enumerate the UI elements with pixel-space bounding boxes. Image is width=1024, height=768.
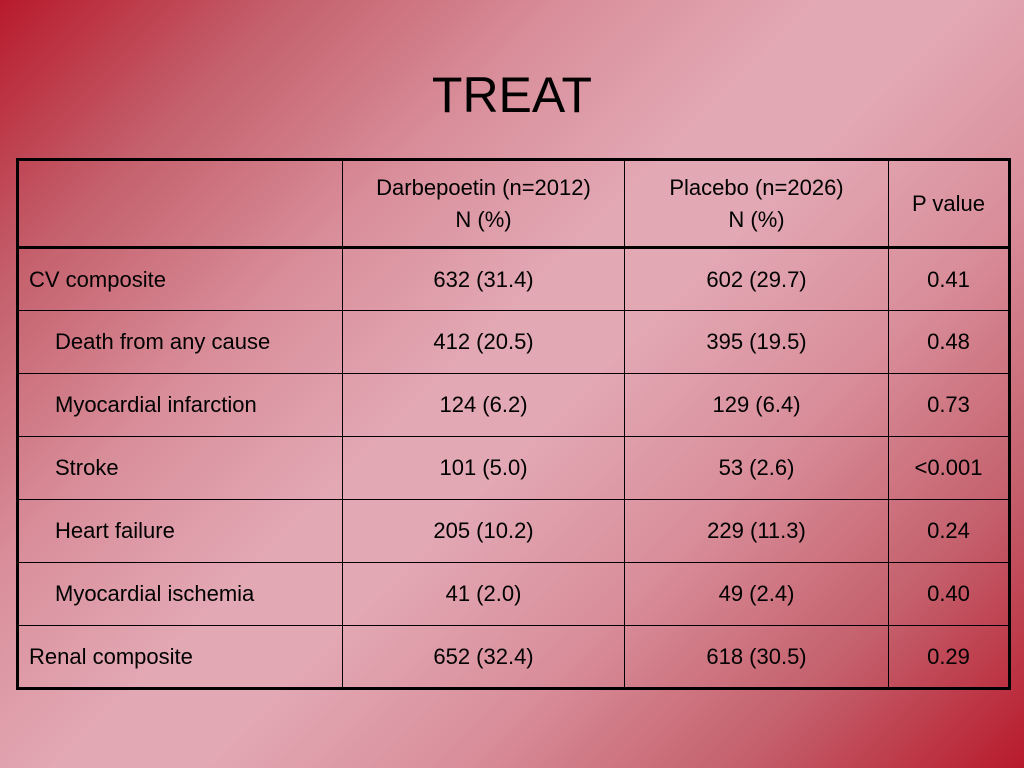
table-row: Heart failure 205 (10.2) 229 (11.3) 0.24 [17, 499, 1010, 563]
p-value-cell: 0.29 [888, 625, 1010, 689]
table-row: Myocardial ischemia 41 (2.0) 49 (2.4) 0.… [17, 562, 1010, 626]
row-label: Stroke [17, 436, 343, 500]
p-value-cell: <0.001 [888, 436, 1010, 500]
p-value-cell: 0.41 [888, 247, 1010, 311]
header-placebo-title: Placebo (n=2026) [669, 174, 844, 200]
p-value-cell: 0.24 [888, 499, 1010, 563]
header-darbepoetin-title: Darbepoetin (n=2012) [376, 174, 591, 200]
darbepoetin-cell: 652 (32.4) [342, 625, 625, 689]
row-label: Renal composite [17, 625, 343, 689]
placebo-cell: 602 (29.7) [624, 247, 889, 311]
p-value-cell: 0.73 [888, 373, 1010, 437]
placebo-cell: 229 (11.3) [624, 499, 889, 563]
row-label: Death from any cause [17, 310, 343, 374]
slide-title: TREAT [431, 67, 593, 123]
header-p-value: P value [888, 159, 1010, 249]
darbepoetin-cell: 124 (6.2) [342, 373, 625, 437]
row-label: Heart failure [17, 499, 343, 563]
table-row: Myocardial infarction 124 (6.2) 129 (6.4… [17, 373, 1010, 437]
darbepoetin-cell: 41 (2.0) [342, 562, 625, 626]
row-label: CV composite [17, 247, 343, 311]
header-darbepoetin: Darbepoetin (n=2012) N (%) [342, 159, 625, 249]
placebo-cell: 129 (6.4) [624, 373, 889, 437]
darbepoetin-cell: 632 (31.4) [342, 247, 625, 311]
darbepoetin-cell: 101 (5.0) [342, 436, 625, 500]
table-row: CV composite 632 (31.4) 602 (29.7) 0.41 [17, 247, 1010, 311]
placebo-cell: 618 (30.5) [624, 625, 889, 689]
header-empty-cell [17, 159, 343, 249]
placebo-cell: 53 (2.6) [624, 436, 889, 500]
row-label: Myocardial ischemia [17, 562, 343, 626]
darbepoetin-cell: 205 (10.2) [342, 499, 625, 563]
results-table-container: Darbepoetin (n=2012) N (%) Placebo (n=20… [16, 158, 1011, 690]
table-row: Renal composite 652 (32.4) 618 (30.5) 0.… [17, 625, 1010, 689]
header-row: Darbepoetin (n=2012) N (%) Placebo (n=20… [17, 159, 1010, 249]
table-row: Stroke 101 (5.0) 53 (2.6) <0.001 [17, 436, 1010, 500]
header-darbepoetin-unit: N (%) [455, 206, 512, 232]
table-row: Death from any cause 412 (20.5) 395 (19.… [17, 310, 1010, 374]
p-value-cell: 0.40 [888, 562, 1010, 626]
placebo-cell: 49 (2.4) [624, 562, 889, 626]
placebo-cell: 395 (19.5) [624, 310, 889, 374]
p-value-cell: 0.48 [888, 310, 1010, 374]
results-table: Darbepoetin (n=2012) N (%) Placebo (n=20… [16, 158, 1011, 690]
header-placebo-unit: N (%) [728, 206, 785, 232]
header-placebo: Placebo (n=2026) N (%) [624, 159, 889, 249]
darbepoetin-cell: 412 (20.5) [342, 310, 625, 374]
row-label: Myocardial infarction [17, 373, 343, 437]
